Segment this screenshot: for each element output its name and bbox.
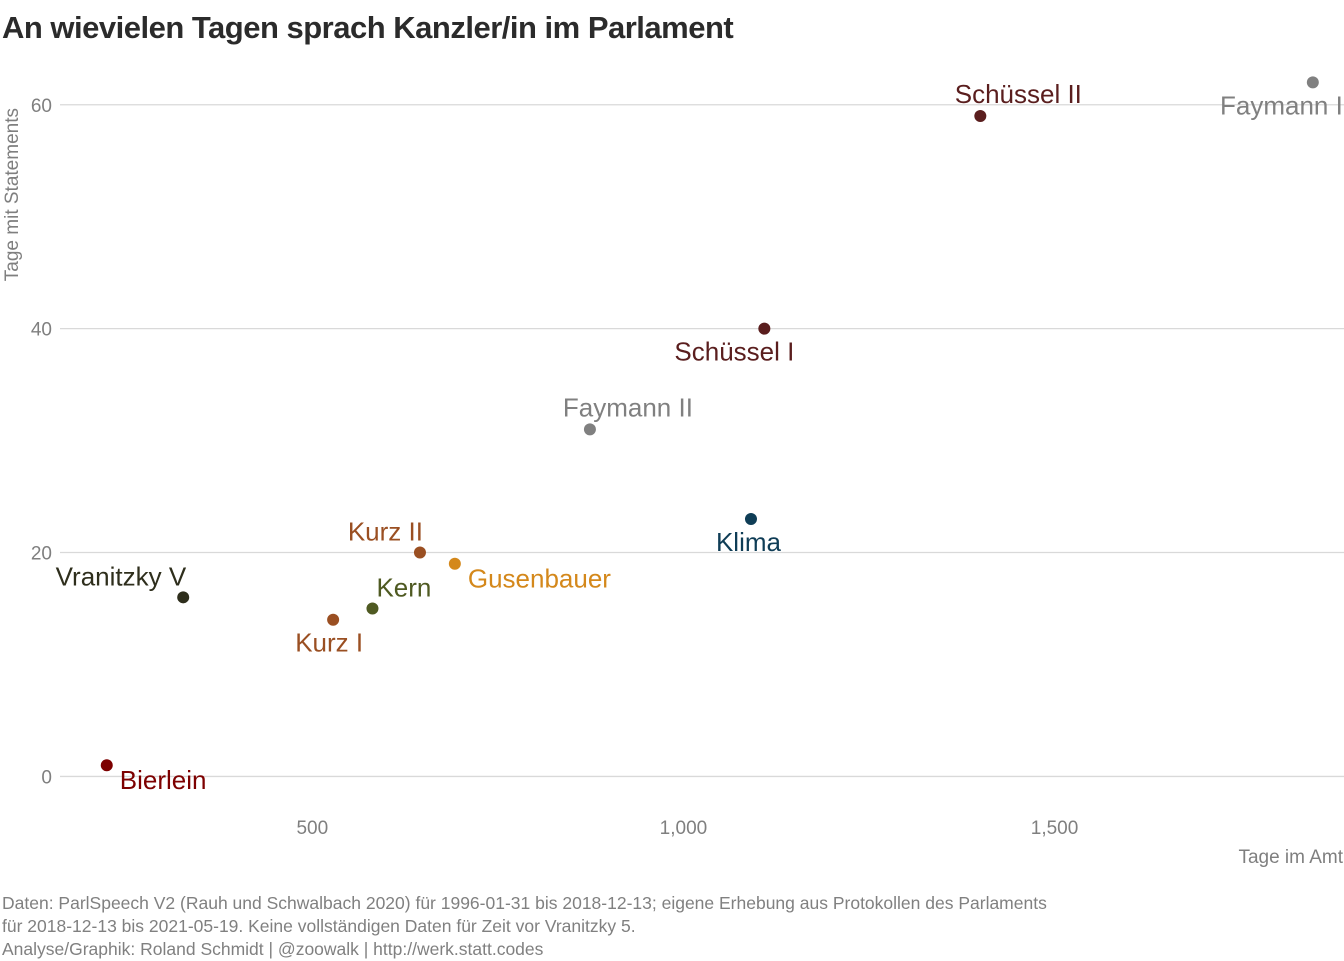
data-point: [974, 109, 987, 122]
caption: Daten: ParlSpeech V2 (Rauh und Schwalbac…: [2, 892, 1047, 961]
x-axis-label: Tage im Amt: [1238, 847, 1343, 868]
point-label: Bierlein: [120, 765, 207, 795]
point-label: Kurz I: [295, 628, 363, 658]
point-label: Kern: [376, 573, 431, 603]
point-label: Faymann II: [563, 392, 693, 422]
data-points: [100, 76, 1319, 772]
y-tick-label: 40: [31, 320, 52, 341]
x-tick-label: 1,500: [1031, 818, 1079, 839]
y-tick-label: 60: [31, 96, 52, 117]
point-label: Schüssel I: [674, 337, 794, 367]
chart-title: An wievielen Tagen sprach Kanzler/in im …: [2, 10, 734, 45]
data-point: [758, 322, 771, 335]
point-label: Schüssel II: [955, 79, 1082, 109]
point-label: Klima: [716, 527, 782, 557]
data-point: [744, 512, 757, 525]
x-tick-label: 1,000: [660, 818, 708, 839]
y-tick-label: 20: [31, 544, 52, 565]
data-point: [366, 602, 379, 615]
point-label: Kurz II: [348, 517, 423, 547]
point-label: Gusenbauer: [468, 564, 611, 594]
scatter-plot: 0 20 40 60 500 1,000 1,500 Faymann I Schüssel …: [2, 76, 1344, 868]
data-point: [327, 613, 340, 626]
y-axis-label: Tage mit Statements: [2, 108, 23, 281]
data-point: [413, 546, 426, 559]
data-point: [1306, 76, 1319, 89]
caption-line-1: Daten: ParlSpeech V2 (Rauh und Schwalbac…: [2, 893, 1047, 913]
point-label: Faymann I: [1220, 90, 1343, 120]
data-point: [177, 591, 190, 604]
y-tick-labels: 0 20 40 60: [31, 96, 52, 789]
x-tick-label: 500: [296, 818, 328, 839]
data-point: [583, 423, 596, 436]
x-tick-labels: 500 1,000 1,500: [296, 818, 1078, 839]
y-tick-label: 0: [41, 767, 52, 788]
data-point: [448, 557, 461, 570]
point-labels: Faymann I Schüssel II Schüssel I Faymann II…: [56, 79, 1343, 795]
point-label: Vranitzky V: [56, 561, 187, 591]
caption-line-3: Analyse/Graphik: Roland Schmidt | @zoowa…: [2, 939, 544, 959]
data-point: [100, 759, 113, 772]
gridlines: [60, 104, 1344, 778]
caption-line-2: für 2018-12-13 bis 2021-05-19. Keine vol…: [2, 916, 636, 936]
